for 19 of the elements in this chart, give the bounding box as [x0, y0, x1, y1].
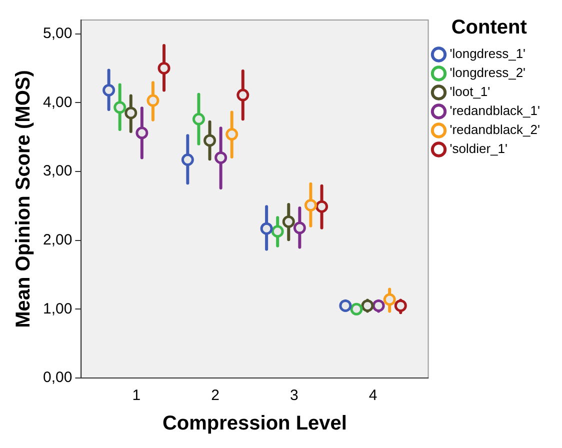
legend-label: 'redandblack_1': [450, 103, 540, 118]
x-tick-label: 1: [132, 387, 141, 404]
y-tick-label: 2,00: [42, 231, 72, 248]
legend-title: Content: [451, 16, 528, 39]
x-tick-label: 3: [290, 387, 298, 404]
legend-label: 'loot_1': [450, 84, 490, 100]
y-tick-label: 1,00: [42, 300, 72, 318]
x-tick-label: 2: [211, 387, 220, 404]
y-tick-label: 5,00: [42, 24, 72, 42]
legend-label: 'soldier_1': [450, 141, 508, 156]
legend-label: 'longdress_2': [450, 65, 526, 80]
y-tick-label: 0,00: [42, 369, 72, 386]
y-tick-label: 3,00: [42, 162, 72, 180]
legend-label: 'longdress_1': [450, 46, 526, 62]
y-tick-label: 4,00: [42, 94, 72, 111]
legend-label: 'redandblack_2': [450, 122, 540, 138]
x-tick-label: 4: [368, 387, 378, 404]
y-axis-title: Mean Opinion Score (MOS): [12, 70, 35, 328]
x-axis-title: Compression Level: [162, 412, 347, 435]
